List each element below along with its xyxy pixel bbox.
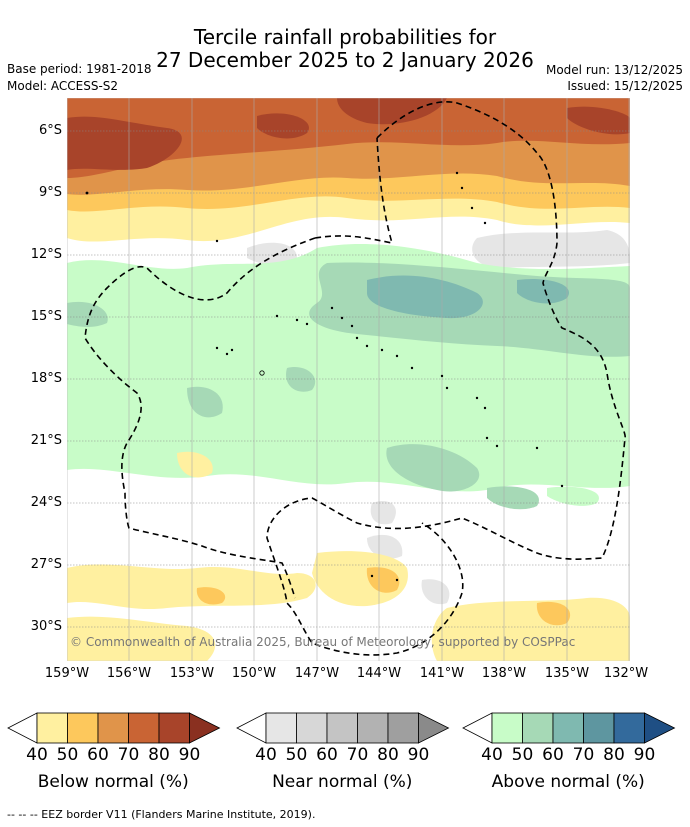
colorbar-above-segment	[522, 712, 554, 744]
probability-map: © Commonwealth of Australia 2025, Bureau…	[67, 98, 630, 661]
colorbar-above-segment	[613, 712, 645, 744]
lat-label-24s: 24°S	[30, 495, 62, 510]
lon-label-147w: 147°W	[294, 666, 340, 681]
lon-label-138w: 138°W	[481, 666, 527, 681]
colorbar-below-low-extend	[7, 712, 38, 744]
gridlines	[67, 130, 630, 628]
colorbar-near-low-extend	[236, 712, 267, 744]
colorbar-near-tick: 80	[377, 745, 399, 765]
lat-label-21s: 21°S	[30, 433, 62, 448]
colorbar-above-high-extend	[644, 712, 676, 744]
chart-title-line1: Tercile rainfall probabilities for	[193, 25, 497, 49]
lon-label-132w: 132°W	[603, 666, 649, 681]
copyright-text: © Commonwealth of Australia 2025, Bureau…	[70, 635, 575, 649]
colorbar-above-segment	[583, 712, 615, 744]
below-normal-region	[67, 98, 630, 242]
model-run-date: Model run: 13/12/2025	[545, 63, 683, 77]
eez-footnote: -- -- -- EEZ border V11 (Flanders Marine…	[7, 808, 316, 821]
lat-label-12s: 12°S	[30, 247, 62, 262]
colorbar-below-tick: 90	[178, 745, 201, 765]
colorbar-near-tick: 40	[255, 745, 277, 765]
lat-label-6s: 6°S	[38, 123, 62, 138]
lon-label-153w: 153°W	[169, 666, 215, 681]
colorbar-above-tick: 80	[603, 745, 625, 765]
colorbar-above-tick: 50	[511, 745, 534, 765]
colorbar-below-segment	[67, 712, 99, 744]
colorbar-above-tick: 70	[572, 745, 595, 765]
lat-label-18s: 18°S	[30, 371, 62, 386]
colorbar-near-segment	[387, 712, 419, 744]
above-normal-region	[67, 243, 630, 510]
model-name: Model: ACCESS-S2	[7, 79, 119, 93]
islands	[85, 171, 564, 582]
colorbar-below-title: Below normal (%)	[37, 772, 189, 792]
colorbar-near	[236, 712, 450, 744]
colorbar-above-tick: 90	[633, 745, 656, 765]
colorbar-below-segment	[36, 712, 68, 744]
colorbar-below-tick: 40	[26, 745, 48, 765]
colorbar-near-tick: 60	[316, 745, 338, 765]
eez-border	[266, 101, 626, 656]
colorbar-below-tick: 80	[148, 745, 170, 765]
colorbar-above-tick: 60	[542, 745, 564, 765]
colorbar-near-segment	[357, 712, 389, 744]
lat-label-30s: 30°S	[30, 619, 62, 634]
chart-title-line2: 27 December 2025 to 2 January 2026	[156, 48, 534, 72]
colorbar-near-title: Near normal (%)	[272, 772, 413, 792]
colorbar-below	[7, 712, 221, 744]
lon-label-159w: 159°W	[44, 666, 90, 681]
colorbar-near-high-extend	[418, 712, 450, 744]
colorbar-near-tick: 70	[346, 745, 369, 765]
lon-label-141w: 141°W	[419, 666, 465, 681]
issued-date: Issued: 15/12/2025	[567, 79, 683, 93]
meridians	[67, 98, 630, 661]
colorbar-below-tick: 60	[87, 745, 109, 765]
lon-label-135w: 135°W	[544, 666, 590, 681]
base-period: Base period: 1981-2018	[7, 62, 152, 76]
colorbar-above-segment	[552, 712, 584, 744]
colorbar-above-segment	[491, 712, 523, 744]
colorbar-near-tick: 90	[407, 745, 430, 765]
lon-label-150w: 150°W	[231, 666, 277, 681]
eez-border-west	[84, 137, 394, 599]
colorbar-below-segment	[158, 712, 190, 744]
colorbar-below-high-extend	[189, 712, 221, 744]
colorbar-above-low-extend	[462, 712, 493, 744]
lon-label-144w: 144°W	[356, 666, 402, 681]
colorbar-below-tick: 70	[117, 745, 140, 765]
colorbar-above-title: Above normal (%)	[491, 772, 645, 792]
colorbar-above	[462, 712, 676, 744]
lat-label-9s: 9°S	[38, 185, 62, 200]
colorbar-below-segment	[97, 712, 129, 744]
lat-label-15s: 15°S	[30, 309, 62, 324]
lat-label-27s: 27°S	[30, 557, 62, 572]
colorbar-above-tick: 40	[481, 745, 503, 765]
lon-label-156w: 156°W	[106, 666, 152, 681]
colorbar-below-tick: 50	[56, 745, 79, 765]
colorbar-near-tick: 50	[285, 745, 308, 765]
colorbar-near-segment	[265, 712, 297, 744]
colorbar-near-segment	[326, 712, 358, 744]
colorbar-below-segment	[128, 712, 160, 744]
colorbar-near-segment	[296, 712, 328, 744]
